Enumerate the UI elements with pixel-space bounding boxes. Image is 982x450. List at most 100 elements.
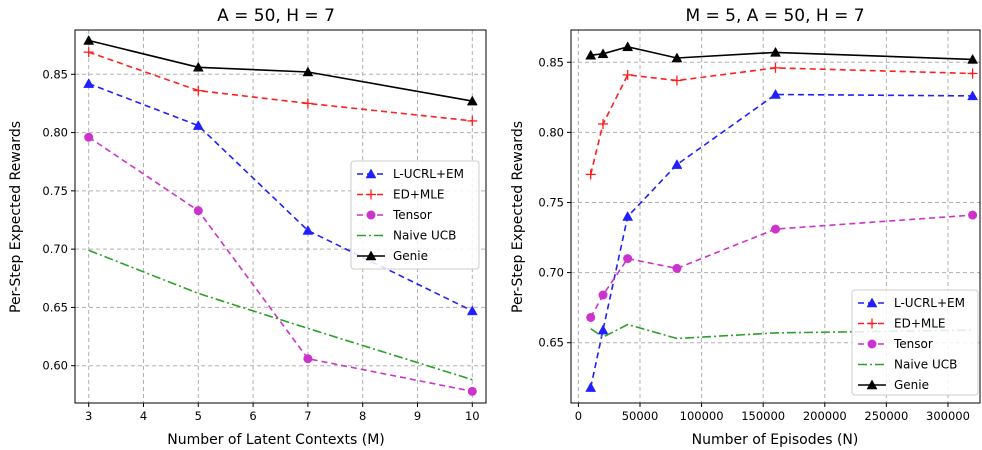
x-tick-label: 4 <box>140 409 147 423</box>
data-point <box>585 169 596 180</box>
x-tick-label: 7 <box>304 409 311 423</box>
series-group <box>585 41 979 392</box>
legend: L-UCRL+EM ED+MLE Tensor Naive UCB Genie <box>851 289 979 396</box>
series-tensor <box>84 132 477 396</box>
legend-item-l-ucrl-em: L-UCRL+EM <box>858 296 965 310</box>
legend-marker <box>866 297 878 308</box>
grid <box>75 30 486 403</box>
legend-item-l-ucrl-em: L-UCRL+EM <box>357 167 464 181</box>
legend-item-genie: Genie <box>357 249 428 263</box>
axes: 0 50000 100000 150000 200000 250000 300000 0.65… <box>538 29 981 423</box>
legend-item-genie: Genie <box>858 378 929 392</box>
data-point <box>671 75 682 86</box>
plot-frame <box>74 29 487 404</box>
data-point <box>467 115 478 126</box>
y-tick-label: 0.75 <box>538 195 564 209</box>
y-axis-label: Per-Step Expected Rewards <box>8 121 24 313</box>
data-point <box>622 41 634 52</box>
series-tensor <box>586 210 978 322</box>
x-axis-label: Number of Episodes (N) <box>692 432 859 448</box>
data-point <box>193 85 204 96</box>
axes: 3 4 5 6 7 8 9 10 0.60 0.65 0.70 0.75 0.80 0.85 <box>42 29 487 423</box>
legend-label: ED+MLE <box>894 317 946 331</box>
data-point <box>192 61 204 72</box>
data-point <box>585 382 597 392</box>
x-tick-label: 300000 <box>926 409 970 423</box>
x-tick-label: 150000 <box>741 409 785 423</box>
x-tick-label: 0 <box>575 409 582 423</box>
data-point <box>466 95 478 106</box>
x-tick-label: 50000 <box>622 409 659 423</box>
data-point <box>967 53 979 64</box>
data-point <box>770 62 781 73</box>
legend: L-UCRL+EM ED+MLE Tensor Naive UCB Genie <box>350 160 480 270</box>
data-point <box>623 254 633 264</box>
legend-item-tensor: Tensor <box>357 208 432 222</box>
legend-marker <box>366 210 376 220</box>
data-point <box>598 290 608 300</box>
data-point <box>967 68 978 79</box>
y-tick-label: 0.65 <box>538 336 564 350</box>
legend-box <box>350 160 480 270</box>
legend-item-naive-ucb: Naive UCB <box>357 229 456 243</box>
x-tick-label: 200000 <box>803 409 847 423</box>
x-tick-label: 3 <box>85 409 92 423</box>
y-tick-label: 0.60 <box>42 359 68 373</box>
y-tick-label: 0.85 <box>42 67 68 81</box>
data-point <box>968 210 978 220</box>
legend-label: Naive UCB <box>393 229 456 243</box>
legend-item-tensor: Tensor <box>858 337 933 351</box>
y-axis-label: Per-Step Expected Rewards <box>510 121 526 313</box>
data-point <box>622 210 634 221</box>
data-point <box>302 224 314 235</box>
legend-label: Genie <box>393 249 428 263</box>
legend-marker <box>867 318 877 329</box>
series-naive-ucb <box>88 249 473 381</box>
series-line <box>589 93 973 388</box>
series-line <box>88 136 473 393</box>
data-point <box>597 324 609 335</box>
data-point <box>967 90 979 101</box>
y-tick-label: 0.70 <box>42 242 68 256</box>
legend-label: Tensor <box>893 337 933 351</box>
series-ed-mle <box>585 62 978 180</box>
x-tick-label: 250000 <box>864 409 908 423</box>
legend-marker <box>366 189 376 200</box>
data-point <box>302 98 313 109</box>
series-line <box>88 39 473 102</box>
series-naive-ucb <box>590 323 973 340</box>
data-point <box>671 52 683 63</box>
data-point <box>84 132 94 142</box>
series-line <box>590 323 973 340</box>
chart-title: M = 5, A = 50, H = 7 <box>685 6 864 26</box>
legend-label: L-UCRL+EM <box>393 167 464 181</box>
data-point <box>597 48 609 59</box>
series-ed-mle <box>83 47 478 126</box>
data-point <box>770 88 781 99</box>
legend-item-ed-mle: ED+MLE <box>858 317 946 331</box>
data-point <box>585 49 597 60</box>
data-point <box>83 78 95 88</box>
series-genie <box>83 34 478 106</box>
legend-marker <box>365 250 377 261</box>
y-tick-label: 0.80 <box>42 126 68 140</box>
data-point <box>586 312 596 322</box>
series-line <box>88 51 473 122</box>
series-line <box>88 82 473 312</box>
data-point <box>193 206 203 216</box>
x-tick-label: 5 <box>195 409 202 423</box>
data-point <box>771 224 780 234</box>
x-axis-label: Number of Latent Contexts (M) <box>167 432 385 448</box>
series-genie <box>585 41 979 64</box>
y-tick-label: 0.75 <box>42 184 68 198</box>
x-tick-label: 100000 <box>680 409 724 423</box>
legend-label: Naive UCB <box>894 358 957 372</box>
x-tick-label: 6 <box>249 409 256 423</box>
data-point <box>302 66 314 77</box>
data-point <box>192 120 204 130</box>
legend-item-ed-mle: ED+MLE <box>357 188 445 202</box>
data-point <box>83 34 95 45</box>
series-line <box>589 67 973 175</box>
plot-frame <box>570 29 981 404</box>
series-group <box>83 34 478 396</box>
